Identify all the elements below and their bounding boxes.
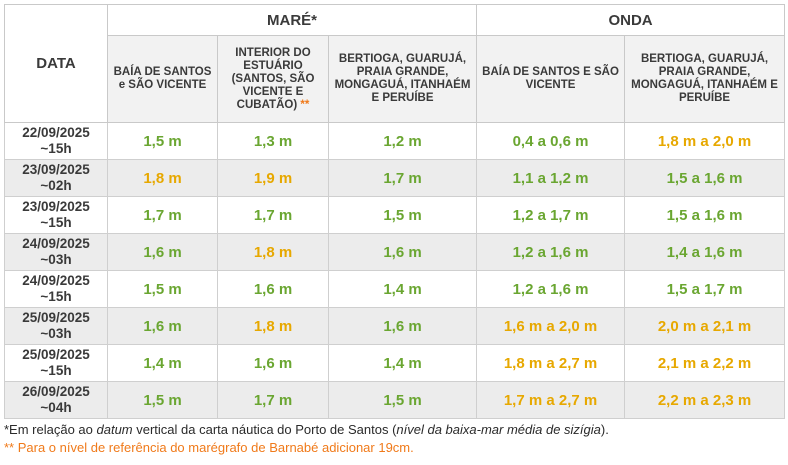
header-mare-interior-estuario-label: INTERIOR DO ESTUÁRIO (SANTOS, SÃO VICENT… [231, 46, 315, 111]
mare-bertioga-value: 1,5 m [327, 196, 478, 234]
table-row: 22/09/2025 ~15h 1,5 m 1,3 m 1,2 m 0,4 a 0… [4, 122, 786, 160]
table-row: 23/09/2025 ~02h 1,8 m 1,9 m 1,7 m 1,1 a 1… [4, 159, 786, 197]
time-text: ~15h [40, 289, 72, 304]
mare-interior-estuario-value: 1,7 m [217, 196, 329, 234]
date-cell: 24/09/2025 ~03h [4, 233, 108, 271]
table-row: 23/09/2025 ~15h 1,7 m 1,7 m 1,5 m 1,2 a 1… [4, 196, 786, 234]
mare-baia-santos-value: 1,5 m [107, 122, 218, 160]
footnote-datum-suffix: ). [600, 422, 609, 437]
table-row: 25/09/2025 ~15h 1,4 m 1,6 m 1,4 m 1,8 m a… [4, 344, 786, 382]
mare-bertioga-value: 1,6 m [327, 233, 478, 271]
onda-baia-santos-value: 1,6 m a 2,0 m [476, 307, 626, 345]
footnote-datum: *Em relação ao datum vertical da carta n… [4, 421, 784, 439]
onda-bertioga-value: 1,5 a 1,7 m [624, 270, 786, 308]
mare-interior-estuario-value: 1,7 m [217, 381, 329, 419]
header-onda-baia-santos-label: BAÍA DE SANTOS E SÃO VICENTE [482, 66, 619, 91]
time-text: ~15h [40, 215, 72, 230]
date-cell: 25/09/2025 ~03h [4, 307, 108, 345]
onda-baia-santos-value: 1,2 a 1,6 m [476, 270, 626, 308]
time-text: ~15h [40, 141, 72, 156]
onda-baia-santos-value: 1,2 a 1,7 m [476, 196, 626, 234]
footnote-datum-prefix: *Em relação ao [4, 422, 97, 437]
header-mare-bertioga-label: BERTIOGA, GUARUJÁ, PRAIA GRANDE, MONGAGU… [334, 53, 471, 104]
table-row: 25/09/2025 ~03h 1,6 m 1,8 m 1,6 m 1,6 m a… [4, 307, 786, 345]
mare-baia-santos-value: 1,5 m [107, 270, 218, 308]
date-text: 24/09/2025 [22, 273, 90, 288]
onda-bertioga-value: 1,5 a 1,6 m [624, 159, 786, 197]
header-onda: ONDA [476, 4, 786, 36]
mare-baia-santos-value: 1,5 m [107, 381, 218, 419]
table-row: 26/09/2025 ~04h 1,5 m 1,7 m 1,5 m 1,7 m a… [4, 381, 786, 419]
mare-baia-santos-value: 1,7 m [107, 196, 218, 234]
date-text: 26/09/2025 [22, 384, 90, 399]
header-footnote-marker: ** [300, 98, 310, 111]
onda-baia-santos-value: 0,4 a 0,6 m [476, 122, 626, 160]
onda-bertioga-value: 1,5 a 1,6 m [624, 196, 786, 234]
date-cell: 26/09/2025 ~04h [4, 381, 108, 419]
mare-interior-estuario-value: 1,6 m [217, 270, 329, 308]
footnote-datum-level: nível da baixa-mar média de sizígia [396, 422, 601, 437]
mare-interior-estuario-value: 1,6 m [217, 344, 329, 382]
date-cell: 25/09/2025 ~15h [4, 344, 108, 382]
header-mare-baia-santos-label: BAÍA DE SANTOS e SÃO VICENTE [113, 66, 212, 91]
table-row: 24/09/2025 ~03h 1,6 m 1,8 m 1,6 m 1,2 a 1… [4, 233, 786, 271]
time-text: ~15h [40, 363, 72, 378]
onda-bertioga-value: 1,4 a 1,6 m [624, 233, 786, 271]
onda-baia-santos-value: 1,8 m a 2,7 m [476, 344, 626, 382]
date-text: 23/09/2025 [22, 199, 90, 214]
footnote-datum-middle: vertical da carta náutica do Porto de Sa… [132, 422, 397, 437]
mare-interior-estuario-value: 1,8 m [217, 307, 329, 345]
mare-interior-estuario-value: 1,8 m [217, 233, 329, 271]
date-text: 22/09/2025 [22, 125, 90, 140]
mare-bertioga-value: 1,5 m [327, 381, 478, 419]
mare-bertioga-value: 1,7 m [327, 159, 478, 197]
footnotes: *Em relação ao datum vertical da carta n… [4, 421, 784, 457]
date-cell: 23/09/2025 ~02h [4, 159, 108, 197]
onda-bertioga-value: 2,2 m a 2,3 m [624, 381, 786, 419]
date-cell: 24/09/2025 ~15h [4, 270, 108, 308]
mare-bertioga-value: 1,6 m [327, 307, 478, 345]
tide-wave-table: DATA MARÉ* ONDA BAÍA DE SANTOS e SÃO VIC… [4, 4, 786, 419]
table-row: 24/09/2025 ~15h 1,5 m 1,6 m 1,4 m 1,2 a 1… [4, 270, 786, 308]
onda-baia-santos-value: 1,2 a 1,6 m [476, 233, 626, 271]
onda-bertioga-value: 2,0 m a 2,1 m [624, 307, 786, 345]
date-text: 23/09/2025 [22, 162, 90, 177]
table-body: 22/09/2025 ~15h 1,5 m 1,3 m 1,2 m 0,4 a 0… [4, 122, 786, 419]
header-mare-interior-estuario: INTERIOR DO ESTUÁRIO (SANTOS, SÃO VICENT… [217, 35, 329, 123]
date-text: 25/09/2025 [22, 310, 90, 325]
header-mare: MARÉ* [106, 4, 478, 36]
mare-baia-santos-value: 1,4 m [107, 344, 218, 382]
header-mare-bertioga: BERTIOGA, GUARUJÁ, PRAIA GRANDE, MONGAGU… [327, 35, 478, 123]
header-data: DATA [4, 4, 108, 123]
onda-bertioga-value: 1,8 m a 2,0 m [624, 122, 786, 160]
date-cell: 23/09/2025 ~15h [4, 196, 108, 234]
footnote-datum-italic: datum [96, 422, 133, 437]
onda-baia-santos-value: 1,7 m a 2,7 m [476, 381, 626, 419]
onda-baia-santos-value: 1,1 a 1,2 m [476, 159, 626, 197]
tide-wave-table-container: DATA MARÉ* ONDA BAÍA DE SANTOS e SÃO VIC… [4, 4, 786, 457]
date-cell: 22/09/2025 ~15h [4, 122, 108, 160]
mare-interior-estuario-value: 1,9 m [217, 159, 329, 197]
time-text: ~02h [40, 178, 72, 193]
header-onda-bertioga: BERTIOGA, GUARUJÁ, PRAIA GRANDE, MONGAGU… [624, 35, 786, 123]
mare-baia-santos-value: 1,6 m [107, 307, 218, 345]
date-text: 24/09/2025 [22, 236, 90, 251]
onda-bertioga-value: 2,1 m a 2,2 m [624, 344, 786, 382]
mare-bertioga-value: 1,2 m [327, 122, 478, 160]
mare-bertioga-value: 1,4 m [327, 270, 478, 308]
time-text: ~03h [40, 326, 72, 341]
mare-baia-santos-value: 1,6 m [107, 233, 218, 271]
footnote-barnabe: ** Para o nível de referência do marégra… [4, 440, 414, 455]
header-mare-baia-santos: BAÍA DE SANTOS e SÃO VICENTE [107, 35, 218, 123]
time-text: ~04h [40, 400, 72, 415]
time-text: ~03h [40, 252, 72, 267]
date-text: 25/09/2025 [22, 347, 90, 362]
mare-bertioga-value: 1,4 m [327, 344, 478, 382]
mare-interior-estuario-value: 1,3 m [217, 122, 329, 160]
header-onda-baia-santos: BAÍA DE SANTOS E SÃO VICENTE [476, 35, 626, 123]
mare-baia-santos-value: 1,8 m [107, 159, 218, 197]
header-onda-bertioga-label: BERTIOGA, GUARUJÁ, PRAIA GRANDE, MONGAGU… [631, 53, 778, 104]
